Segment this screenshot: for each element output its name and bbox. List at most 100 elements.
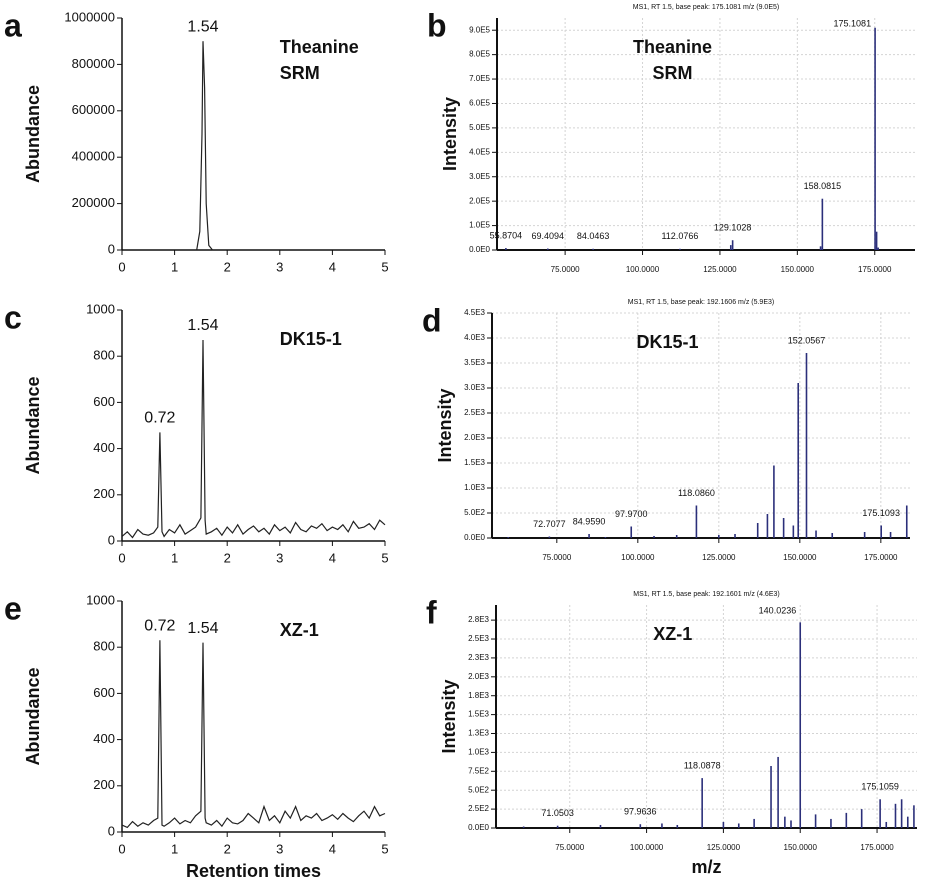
- trace: [121, 339, 386, 539]
- peak-label: 71.0503: [541, 808, 574, 818]
- peak-label: 175.1093: [862, 508, 900, 518]
- y-axis-title: Intensity: [439, 679, 459, 753]
- x-tick-label: 3: [276, 259, 283, 274]
- panel-letter: f: [426, 594, 437, 630]
- y-tick-label: 5.0E5: [469, 123, 490, 132]
- peak-label: 0.72: [144, 617, 175, 634]
- y-tick-label: 0.0E0: [468, 823, 489, 832]
- x-tick-label: 5: [381, 841, 388, 856]
- y-axis-title: Intensity: [435, 388, 455, 462]
- peak-label: 1.54: [187, 317, 218, 334]
- x-tick-label: 4: [329, 841, 336, 856]
- x-tick-label: 1: [171, 841, 178, 856]
- y-tick-label: 5.0E2: [468, 785, 489, 794]
- y-axis-title: Intensity: [440, 97, 460, 171]
- peak-label: 84.0463: [577, 231, 610, 241]
- peak-label: 55.8704: [490, 230, 523, 240]
- x-tick-label: 75.0000: [542, 553, 571, 562]
- y-tick-label: 0: [108, 532, 115, 547]
- x-tick-label: 5: [381, 550, 388, 565]
- x-tick-label: 75.0000: [555, 843, 584, 852]
- x-tick-label: 3: [276, 550, 283, 565]
- peak-label: 118.0860: [678, 488, 715, 498]
- y-tick-label: 0.0E0: [464, 533, 485, 542]
- spectrum-header: MS1, RT 1.5, base peak: 175.1081 m/z (9.…: [633, 4, 779, 11]
- y-tick-label: 400: [93, 440, 115, 455]
- x-tick-label: 1: [171, 550, 178, 565]
- x-tick-label: 100.0000: [621, 553, 655, 562]
- y-tick-label: 2.3E3: [468, 653, 489, 662]
- y-tick-label: 400: [93, 731, 115, 746]
- peak-label: 158.0815: [804, 181, 842, 191]
- x-tick-label: 125.0000: [702, 553, 736, 562]
- sample-label: SRM: [280, 63, 320, 83]
- x-tick-label: 4: [329, 259, 336, 274]
- x-tick-label: 4: [329, 550, 336, 565]
- peak-label: 152.0567: [788, 335, 826, 345]
- spectrum-header: MS1, RT 1.5, base peak: 192.1606 m/z (5.…: [628, 299, 774, 306]
- y-tick-label: 1000: [86, 592, 115, 607]
- x-tick-label: 175.0000: [860, 843, 894, 852]
- peak-label: 1.54: [187, 18, 218, 35]
- y-tick-label: 4.5E3: [464, 308, 485, 317]
- peak-label: 97.9700: [615, 509, 648, 519]
- y-tick-label: 5.0E2: [464, 508, 485, 517]
- sample-label: SRM: [653, 63, 693, 83]
- x-axis-title: m/z: [691, 857, 721, 877]
- x-tick-label: 125.0000: [707, 843, 741, 852]
- y-tick-label: 2.5E3: [468, 634, 489, 643]
- y-tick-label: 800000: [72, 56, 115, 71]
- peak-label: 72.7077: [533, 519, 566, 529]
- y-tick-label: 1.5E3: [464, 458, 485, 467]
- y-tick-label: 1.0E5: [469, 221, 490, 230]
- y-tick-label: 2.5E3: [464, 408, 485, 417]
- x-tick-label: 0: [118, 550, 125, 565]
- y-tick-label: 600: [93, 394, 115, 409]
- y-tick-label: 1.0E3: [468, 748, 489, 757]
- peak-label: 175.1059: [861, 782, 899, 792]
- y-tick-label: 7.0E5: [469, 74, 490, 83]
- y-tick-label: 600: [93, 685, 115, 700]
- y-tick-label: 2.0E5: [469, 196, 490, 205]
- panel-letter: a: [4, 7, 22, 43]
- y-tick-label: 0: [108, 823, 115, 838]
- x-tick-label: 0: [118, 841, 125, 856]
- y-tick-label: 200: [93, 486, 115, 501]
- x-tick-label: 75.0000: [551, 265, 580, 274]
- x-tick-label: 150.0000: [784, 843, 818, 852]
- panel-letter: b: [427, 7, 447, 43]
- y-tick-label: 800: [93, 348, 115, 363]
- trace: [121, 640, 386, 829]
- peak-label: 112.0766: [661, 231, 698, 241]
- sample-label: Theanine: [280, 37, 359, 57]
- y-tick-label: 0.0E0: [469, 245, 490, 254]
- y-tick-label: 800: [93, 639, 115, 654]
- panel-letter: d: [422, 302, 442, 338]
- y-tick-label: 2.5E2: [468, 804, 489, 813]
- x-tick-label: 150.0000: [783, 553, 817, 562]
- y-tick-label: 200000: [72, 195, 115, 210]
- peak-label: 69.4094: [532, 231, 565, 241]
- peak-label: 118.0878: [684, 760, 721, 770]
- y-tick-label: 3.0E3: [464, 383, 485, 392]
- y-tick-label: 7.5E2: [468, 766, 489, 775]
- x-tick-label: 150.0000: [781, 265, 815, 274]
- peak-label: 1.54: [187, 620, 218, 637]
- x-tick-label: 175.0000: [858, 265, 892, 274]
- x-tick-label: 2: [224, 259, 231, 274]
- y-axis-title: Abundance: [23, 85, 43, 183]
- peak-label: 0.72: [144, 410, 175, 427]
- y-tick-label: 1.8E3: [468, 691, 489, 700]
- peak-label: 175.1081: [834, 18, 872, 28]
- panel-letter: c: [4, 299, 22, 335]
- sample-label: DK15-1: [280, 329, 342, 349]
- peak-label: 97.9636: [624, 807, 657, 817]
- peak-label: 84.9590: [573, 516, 606, 526]
- y-tick-label: 4.0E3: [464, 333, 485, 342]
- y-tick-label: 2.0E3: [468, 672, 489, 681]
- sample-label: XZ-1: [280, 620, 319, 640]
- y-tick-label: 9.0E5: [469, 25, 490, 34]
- y-tick-label: 1000: [86, 301, 115, 316]
- panel-letter: e: [4, 590, 22, 626]
